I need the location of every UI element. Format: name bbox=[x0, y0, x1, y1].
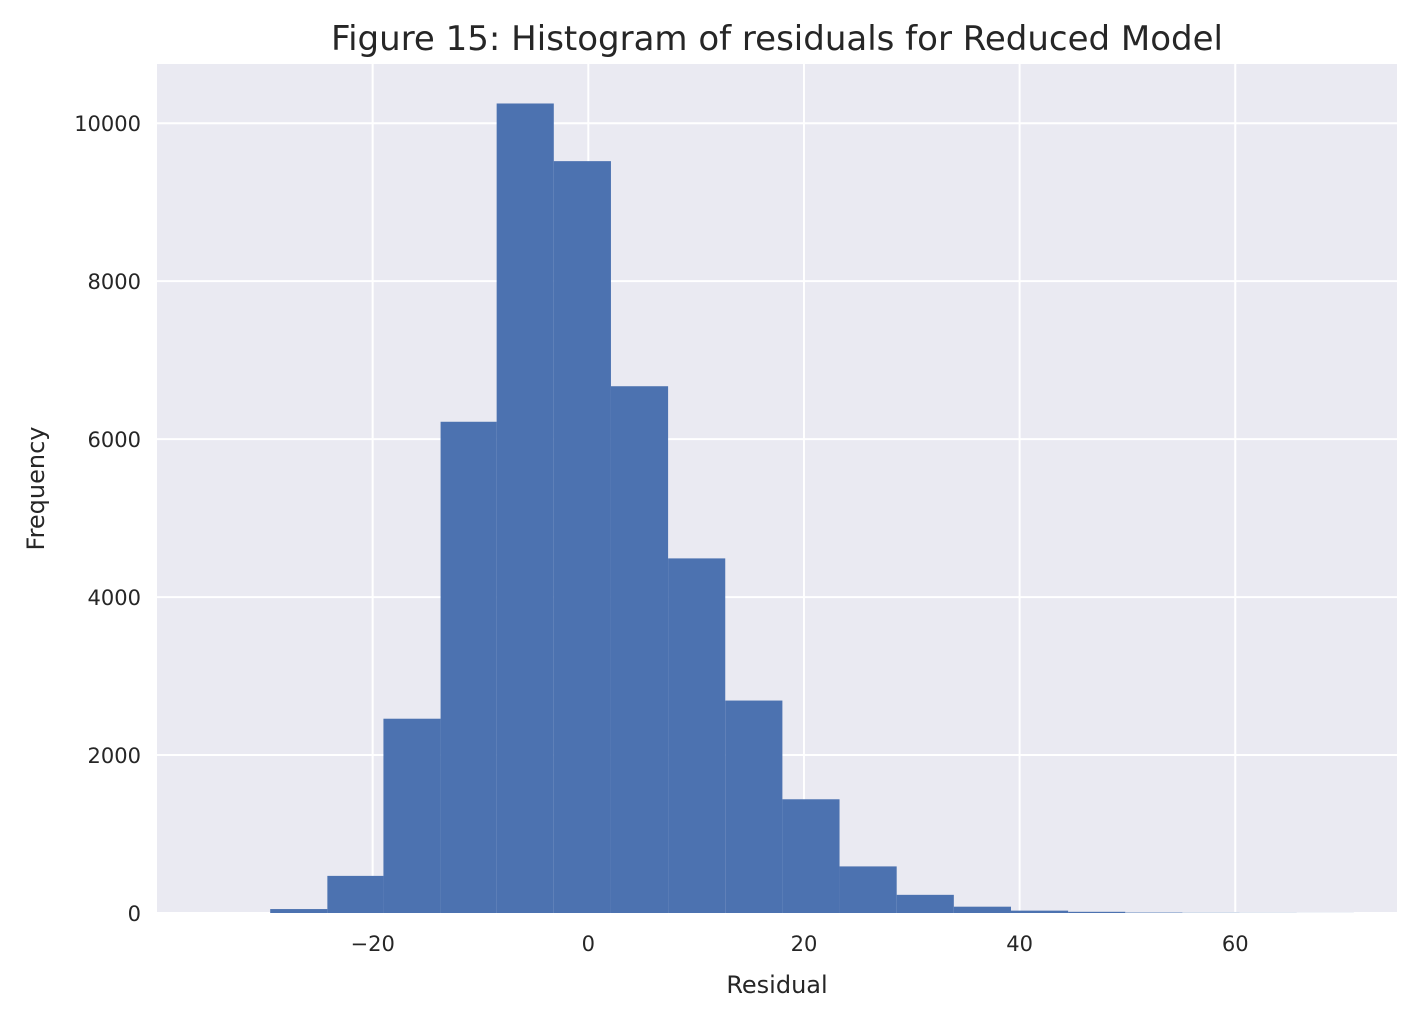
histogram-bar bbox=[839, 866, 897, 913]
histogram-bar bbox=[725, 700, 783, 913]
histogram-bar bbox=[327, 875, 384, 913]
x-axis-label: Residual bbox=[726, 971, 827, 999]
x-tick-label: 0 bbox=[582, 932, 595, 956]
histogram-bar bbox=[383, 718, 441, 913]
bars bbox=[270, 103, 1354, 914]
y-axis-ticks: 0 2000 4000 6000 8000 10000 bbox=[74, 112, 141, 926]
histogram-bar bbox=[668, 558, 726, 913]
x-tick-label: 40 bbox=[1006, 932, 1033, 956]
y-axis-label: Frequency bbox=[22, 427, 50, 551]
y-tick-label: 8000 bbox=[88, 270, 141, 294]
y-tick-label: 4000 bbox=[88, 586, 141, 610]
x-axis-ticks: −20 0 20 40 60 bbox=[350, 932, 1248, 956]
histogram-bar bbox=[553, 161, 611, 914]
chart-title: Figure 15: Histogram of residuals for Re… bbox=[331, 19, 1223, 59]
histogram-bar bbox=[782, 799, 840, 913]
histogram-bar bbox=[496, 103, 554, 913]
histogram-bar bbox=[953, 906, 1011, 913]
histogram-bar bbox=[610, 386, 669, 914]
y-tick-label: 0 bbox=[128, 902, 141, 926]
histogram-bar bbox=[440, 421, 497, 913]
histogram-bar bbox=[270, 909, 328, 913]
y-tick-label: 6000 bbox=[88, 428, 141, 452]
x-tick-label: 60 bbox=[1222, 932, 1249, 956]
y-tick-label: 2000 bbox=[88, 744, 141, 768]
x-tick-label: −20 bbox=[350, 932, 394, 956]
histogram-bar bbox=[1010, 910, 1069, 913]
histogram-bar bbox=[1068, 911, 1126, 913]
x-tick-label: 20 bbox=[791, 932, 818, 956]
histogram-bar bbox=[896, 894, 954, 913]
y-tick-label: 10000 bbox=[74, 112, 141, 136]
